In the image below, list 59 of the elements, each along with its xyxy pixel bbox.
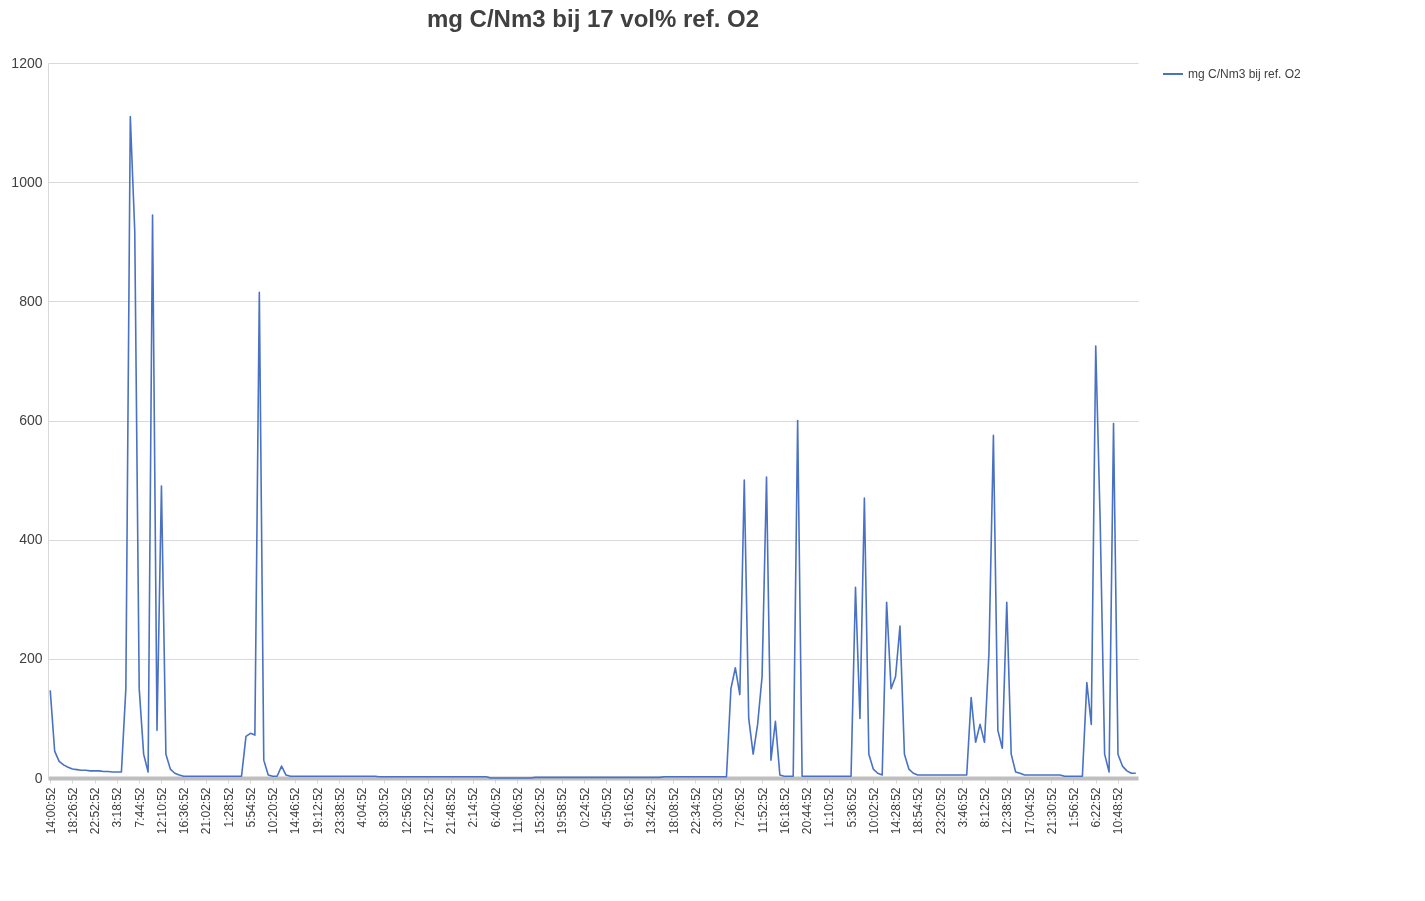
x-tick-label: 17:22:52 — [421, 787, 436, 835]
x-tick-label: 8:12:52 — [978, 787, 993, 828]
y-tick-label: 1200 — [11, 54, 43, 71]
x-tick-label: 12:56:52 — [399, 787, 414, 835]
x-tick-label: 3:00:52 — [711, 787, 726, 828]
x-tick-label: 7:44:52 — [132, 787, 147, 828]
y-tick-label: 200 — [19, 650, 43, 667]
x-tick-label: 2:14:52 — [466, 787, 481, 828]
x-tick-label: 21:02:52 — [199, 787, 214, 835]
legend-label: mg C/Nm3 bij ref. O2 — [1188, 67, 1302, 81]
y-tick-label: 600 — [19, 412, 43, 428]
y-tick-label: 0 — [34, 769, 43, 786]
x-tick-label: 14:00:52 — [43, 787, 58, 835]
x-tick-label: 18:26:52 — [65, 787, 80, 835]
x-tick-label: 18:54:52 — [911, 787, 926, 835]
x-tick-label: 5:54:52 — [243, 787, 258, 828]
x-tick-label: 12:10:52 — [154, 787, 169, 835]
x-tick-label: 15:32:52 — [533, 787, 548, 835]
x-tick-label: 4:50:52 — [599, 787, 614, 828]
x-tick-label: 1:10:52 — [822, 787, 837, 828]
x-tick-label: 6:40:52 — [488, 787, 503, 828]
line-series — [49, 115, 1137, 779]
x-tick-label: 13:42:52 — [644, 787, 659, 835]
chart-title: mg C/Nm3 bij 17 vol% ref. O2 — [426, 5, 760, 32]
x-tick-label: 10:02:52 — [866, 787, 881, 835]
x-tick-label: 22:52:52 — [88, 787, 103, 835]
x-tick-label: 14:28:52 — [889, 787, 904, 835]
x-tick-label: 16:18:52 — [777, 787, 792, 835]
x-tick-label: 18:08:52 — [666, 787, 681, 835]
x-tick-label: 23:38:52 — [332, 787, 347, 835]
x-tick-label: 19:58:52 — [555, 787, 570, 835]
x-tick-label: 4:04:52 — [355, 787, 370, 828]
x-tick-label: 17:04:52 — [1022, 787, 1037, 835]
x-tick-label: 14:46:52 — [288, 787, 303, 835]
y-tick-label: 400 — [19, 531, 43, 548]
x-tick-label: 12:38:52 — [1000, 787, 1015, 835]
x-tick-label: 8:30:52 — [377, 787, 392, 828]
x-tick-label: 22:34:52 — [688, 787, 703, 835]
x-tick-label: 23:20:52 — [933, 787, 948, 835]
x-tick-label: 10:20:52 — [266, 787, 281, 835]
x-tick-label: 3:18:52 — [110, 787, 125, 828]
x-tick-label: 1:56:52 — [1066, 787, 1081, 828]
y-tick-label: 1000 — [11, 173, 43, 190]
x-tick-label: 11:06:52 — [510, 787, 525, 834]
x-tick-label: 0:24:52 — [577, 787, 592, 828]
x-tick-label: 10:48:52 — [1111, 787, 1126, 835]
x-tick-label: 7:26:52 — [733, 787, 748, 828]
x-tick-label: 6:22:52 — [1089, 787, 1104, 828]
x-tick-label: 21:48:52 — [444, 787, 459, 835]
x-tick-label: 9:16:52 — [622, 787, 637, 828]
x-tick-label: 11:52:52 — [755, 787, 770, 834]
y-tick-label: 800 — [19, 292, 43, 309]
x-tick-label: 19:12:52 — [310, 787, 325, 835]
x-tick-label: 5:36:52 — [844, 787, 859, 828]
x-tick-label: 16:36:52 — [177, 787, 192, 835]
x-tick-label: 3:46:52 — [955, 787, 970, 828]
x-tick-label: 1:28:52 — [221, 787, 236, 828]
x-tick-label: 21:30:52 — [1044, 787, 1059, 835]
x-tick-label: 20:44:52 — [800, 787, 815, 835]
